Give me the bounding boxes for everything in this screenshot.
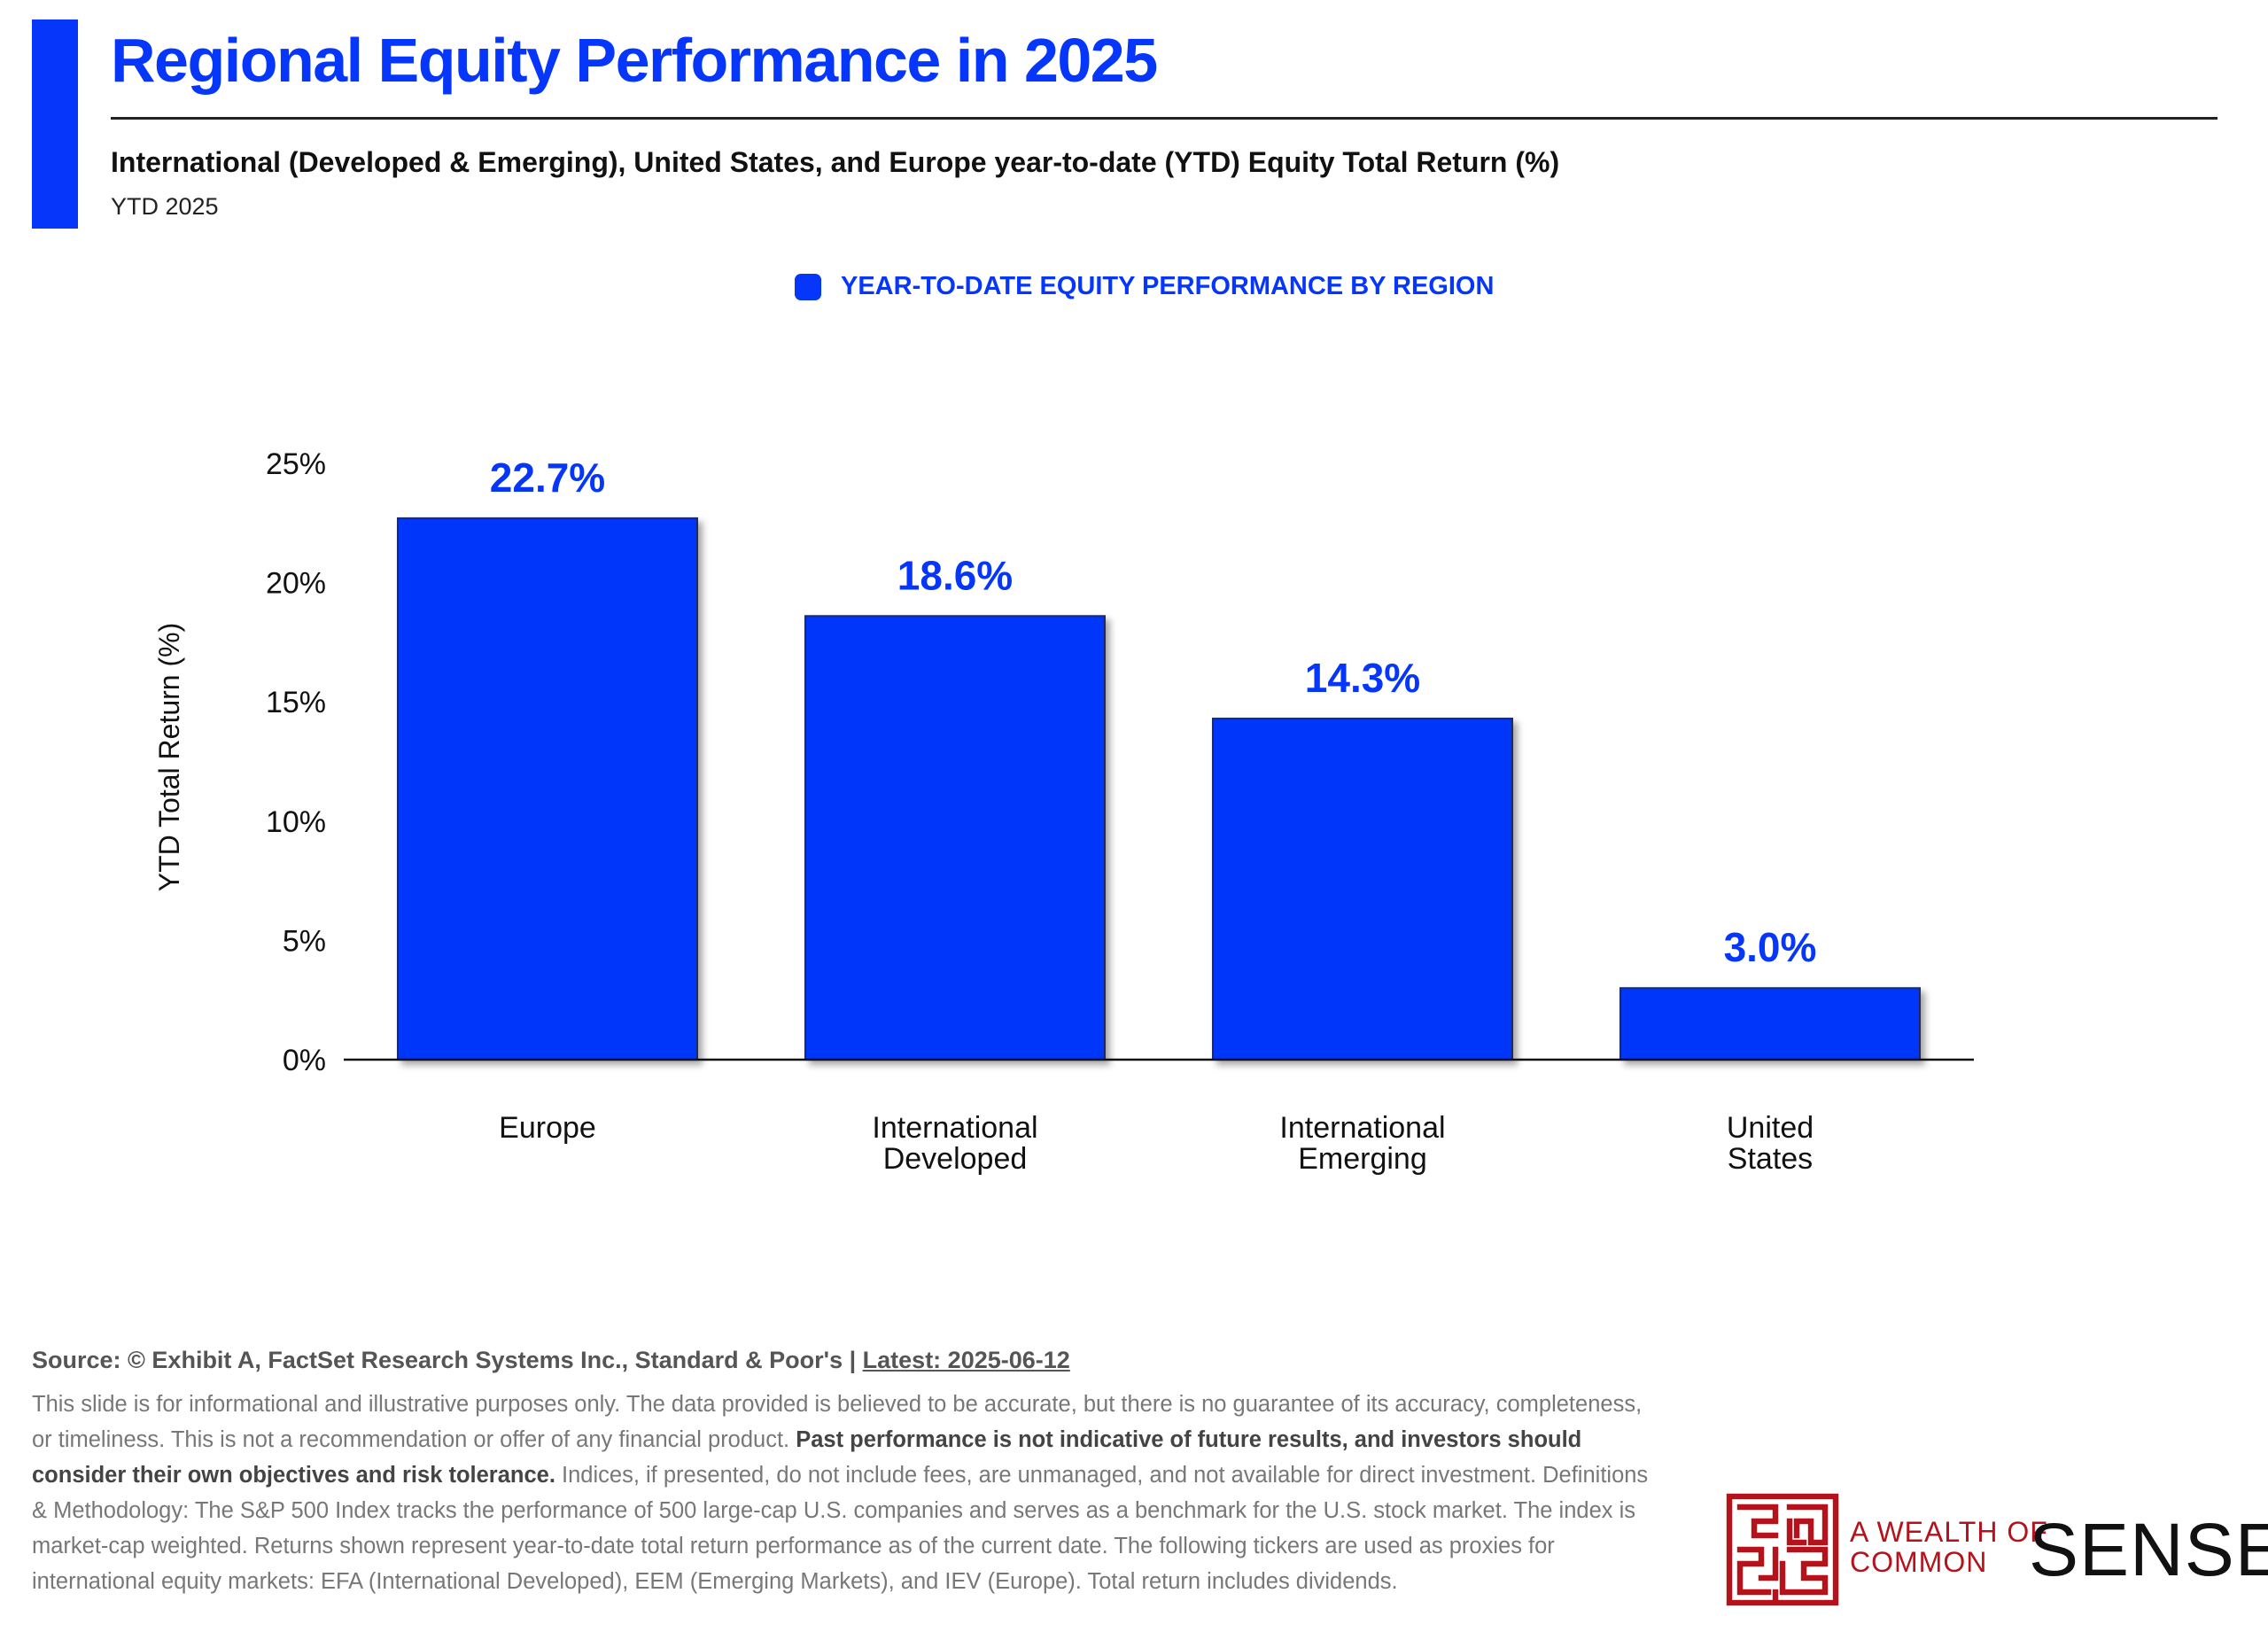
maze-logo-icon	[1726, 1493, 1839, 1606]
x-tick-label: United	[1727, 1111, 1814, 1145]
x-tick-label: Developed	[883, 1142, 1028, 1176]
data-label: 14.3%	[1305, 655, 1420, 701]
x-tick-label: Emerging	[1298, 1142, 1427, 1176]
page-title: Regional Equity Performance in 2025	[111, 26, 1158, 95]
latest-date-link[interactable]: Latest: 2025-06-12	[862, 1347, 1070, 1373]
x-tick-label: Europe	[499, 1111, 596, 1145]
bar	[1212, 718, 1513, 1061]
bar	[1619, 987, 1921, 1061]
data-label: 18.6%	[897, 552, 1013, 598]
y-tick-label: 5%	[283, 924, 326, 958]
data-label: 22.7%	[490, 455, 605, 501]
disclaimer-bold: Past performance is not indicative of fu…	[32, 1427, 1582, 1488]
x-tick-label: International	[1279, 1111, 1445, 1145]
disclaimer-text-1: This slide is for informational and illu…	[32, 1392, 1643, 1452]
x-tick-label: States	[1728, 1142, 1813, 1176]
logo-line-2: COMMON	[1850, 1546, 1988, 1578]
chart-subtitle: International (Developed & Emerging), Un…	[111, 146, 1560, 178]
legend-label: YEAR-TO-DATE EQUITY PERFORMANCE BY REGIO…	[841, 272, 1495, 300]
chart-legend: YEAR-TO-DATE EQUITY PERFORMANCE BY REGIO…	[795, 272, 1494, 301]
y-tick-label: 10%	[266, 805, 326, 839]
brand-logo: A WEALTH OF COMMON SENSE	[1726, 1493, 2268, 1606]
y-tick-label: 15%	[266, 686, 326, 719]
y-tick-label: 0%	[283, 1044, 326, 1077]
y-axis-label: YTD Total Return (%)	[153, 623, 185, 892]
legend-swatch	[795, 273, 821, 300]
disclaimer-text-2: Indices, if presented, do not include fe…	[32, 1463, 1649, 1594]
accent-bar	[32, 19, 78, 229]
bar	[804, 615, 1106, 1061]
footer: Source: © Exhibit A, FactSet Research Sy…	[32, 1347, 1653, 1599]
y-tick-label: 25%	[266, 447, 326, 481]
source-text: Source: © Exhibit A, FactSet Research Sy…	[32, 1347, 863, 1373]
source-line: Source: © Exhibit A, FactSet Research Sy…	[32, 1347, 1653, 1374]
chart-period: YTD 2025	[111, 193, 219, 220]
logo-line-3: SENSE	[2029, 1508, 2268, 1591]
data-label: 3.0%	[1724, 924, 1817, 970]
x-tick-label: International	[872, 1111, 1037, 1145]
disclaimer: This slide is for informational and illu…	[32, 1387, 1653, 1599]
logo-wordmark: A WEALTH OF COMMON SENSE	[1850, 1505, 2268, 1594]
bar	[397, 517, 698, 1061]
y-tick-label: 20%	[266, 567, 326, 601]
title-divider	[111, 117, 2218, 120]
logo-line-1: A WEALTH OF	[1850, 1516, 2048, 1548]
